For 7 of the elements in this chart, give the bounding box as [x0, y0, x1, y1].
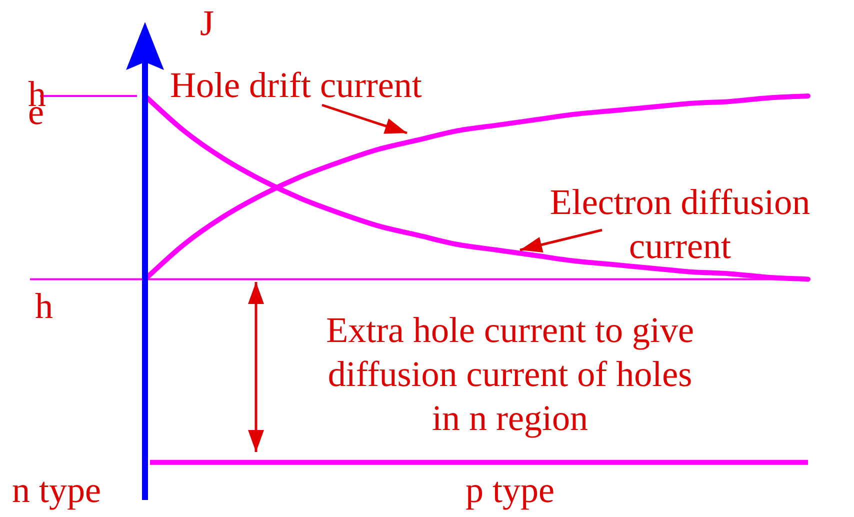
ref-line-label: h	[35, 286, 53, 326]
text: Extra hole current to give diffusion current of holes in n region	[326, 310, 694, 438]
annotation: Hole drift current	[170, 65, 422, 105]
annotation: Electron diffusion current	[550, 182, 810, 266]
ref-line-label: p type	[466, 470, 554, 510]
y-axis-title: J	[200, 3, 214, 43]
text: n type	[12, 470, 101, 510]
